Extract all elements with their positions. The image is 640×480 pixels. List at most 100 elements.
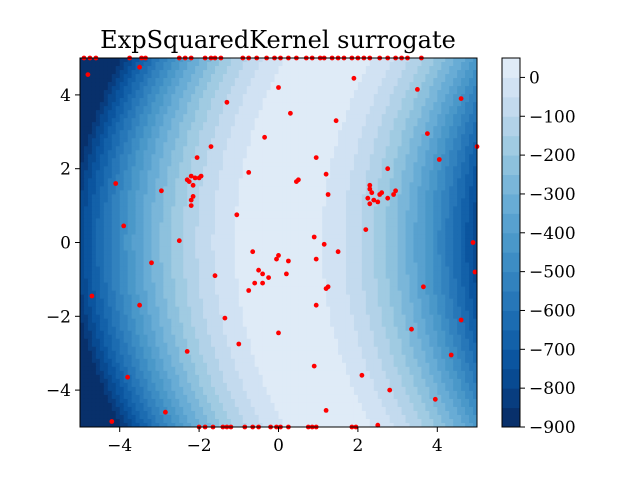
contour-cell (258, 222, 264, 228)
contour-cell (258, 126, 264, 131)
contour-cell (326, 246, 331, 252)
contour-cell (349, 254, 355, 260)
contour-cell (179, 130, 184, 135)
contour-cell (282, 62, 288, 67)
contour-cell (318, 250, 323, 256)
contour-cell (302, 162, 307, 167)
contour-cell (111, 138, 117, 143)
contour-cell (298, 242, 303, 248)
contour-cell (290, 250, 295, 256)
contour-cell (401, 250, 407, 256)
contour-cell (473, 218, 477, 224)
contour-cell (318, 98, 323, 103)
contour-cell (405, 130, 411, 135)
contour-cell (338, 138, 343, 143)
contour-cell (409, 122, 415, 127)
contour-cell (163, 138, 168, 143)
contour-cell (234, 90, 240, 95)
contour-cell (306, 182, 311, 187)
contour-cell (175, 118, 180, 123)
contour-cell (373, 186, 379, 191)
contour-cell (393, 130, 399, 135)
contour-cell (147, 246, 153, 252)
contour-cell (226, 250, 232, 256)
contour-cell (461, 134, 466, 139)
contour-cell (242, 114, 248, 119)
contour-cell (353, 246, 359, 252)
contour-cell (222, 114, 228, 119)
contour-cell (385, 234, 391, 240)
contour-cell (409, 222, 415, 228)
contour-cell (258, 218, 264, 224)
contour-cell (318, 118, 323, 123)
contour-cell (381, 250, 387, 256)
contour-cell (191, 254, 196, 260)
contour-cell (345, 226, 351, 232)
contour-cell (294, 250, 299, 256)
contour-cell (270, 178, 276, 183)
contour-cell (80, 114, 85, 119)
contour-cell (80, 170, 85, 175)
contour-cell (270, 202, 276, 207)
contour-cell (389, 130, 395, 135)
contour-cell (123, 238, 129, 244)
contour-cell (278, 226, 284, 232)
contour-cell (262, 190, 268, 195)
contour-cell (361, 94, 367, 99)
contour-cell (107, 126, 113, 131)
contour-cell (266, 118, 272, 123)
contour-cell (195, 70, 200, 75)
contour-cell (338, 254, 343, 260)
contour-cell (349, 234, 355, 240)
contour-cell (274, 174, 280, 179)
contour-cell (473, 206, 477, 212)
contour-cell (238, 182, 244, 187)
contour-cell (270, 62, 276, 67)
contour-cell (262, 98, 268, 103)
contour-cell (187, 74, 192, 79)
contour-cell (369, 218, 375, 224)
contour-cell (322, 230, 327, 236)
contour-cell (159, 162, 164, 167)
contour-cell (282, 110, 288, 115)
contour-cell (433, 142, 438, 147)
contour-cell (187, 150, 192, 155)
contour-cell (115, 210, 121, 216)
contour-cell (397, 222, 403, 228)
contour-cell (282, 90, 288, 95)
contour-cell (83, 102, 89, 107)
contour-cell (409, 70, 415, 75)
contour-cell (310, 178, 315, 183)
contour-cell (163, 106, 168, 111)
contour-cell (278, 166, 284, 171)
contour-cell (465, 102, 470, 107)
contour-cell (187, 194, 192, 199)
contour-cell (230, 110, 236, 115)
contour-cell (437, 198, 442, 203)
contour-cell (127, 162, 133, 167)
contour-cell (306, 62, 311, 67)
contour-cell (298, 138, 303, 143)
contour-cell (294, 158, 299, 163)
contour-cell (345, 94, 351, 99)
contour-cell (167, 126, 172, 131)
contour-cell (266, 158, 272, 163)
contour-cell (361, 98, 367, 103)
contour-cell (183, 218, 188, 224)
contour-cell (175, 74, 180, 79)
contour-cell (238, 70, 244, 75)
contour-cell (139, 62, 145, 67)
contour-cell (175, 242, 180, 248)
contour-cell (195, 158, 200, 163)
contour-cell (258, 162, 264, 167)
contour-cell (234, 138, 240, 143)
contour-cell (310, 122, 315, 127)
contour-cell (338, 102, 343, 107)
contour-cell (349, 150, 355, 155)
contour-cell (377, 214, 383, 220)
contour-cell (377, 86, 383, 91)
contour-cell (139, 110, 145, 115)
contour-cell (286, 154, 292, 159)
contour-cell (302, 214, 307, 220)
contour-cell (207, 106, 212, 111)
